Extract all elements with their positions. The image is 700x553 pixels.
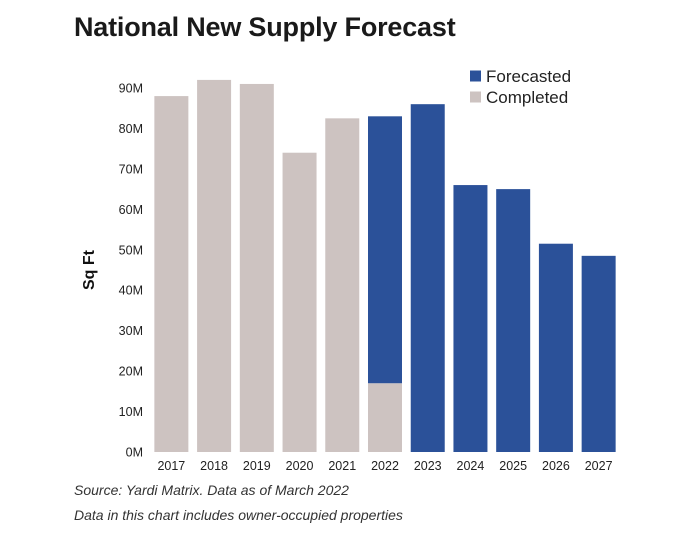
x-tick-label: 2020 <box>286 459 314 473</box>
data-note: Data in this chart includes owner-occupi… <box>74 507 403 523</box>
legend-swatch-completed <box>470 91 481 103</box>
y-tick-label: 60M <box>119 203 143 217</box>
y-tick-label: 50M <box>119 243 143 257</box>
x-tick-label: 2023 <box>414 459 442 473</box>
bar-forecasted-2026 <box>538 243 573 452</box>
x-tick-label: 2024 <box>457 459 485 473</box>
bar-completed-2021 <box>325 118 360 452</box>
bar-completed-2020 <box>282 152 317 452</box>
y-tick-label: 10M <box>119 405 143 419</box>
y-tick-label: 0M <box>126 446 143 460</box>
y-tick-label: 70M <box>119 162 143 176</box>
y-axis-title: Sq Ft <box>81 249 98 290</box>
bar-completed-2022 <box>368 383 402 452</box>
y-tick-label: 30M <box>119 324 143 338</box>
bar-completed-2018 <box>197 79 232 452</box>
x-tick-label: 2025 <box>499 459 527 473</box>
bar-forecasted-2025 <box>496 189 531 453</box>
bar-forecasted-2024 <box>453 185 488 452</box>
y-tick-label: 80M <box>119 122 143 136</box>
y-tick-label: 40M <box>119 284 143 298</box>
x-tick-label: 2026 <box>542 459 570 473</box>
y-tick-label: 90M <box>119 82 143 96</box>
bar-completed-2019 <box>239 83 274 453</box>
legend-label-forecasted: Forecasted <box>486 67 571 86</box>
bar-forecasted-2022 <box>368 116 402 384</box>
x-tick-label: 2019 <box>243 459 271 473</box>
x-tick-label: 2021 <box>328 459 356 473</box>
legend-label-completed: Completed <box>486 88 568 107</box>
x-tick-label: 2027 <box>585 459 613 473</box>
legend-swatch-forecasted <box>470 70 481 82</box>
x-tick-label: 2018 <box>200 459 228 473</box>
bar-completed-2017 <box>154 96 189 452</box>
source-note: Source: Yardi Matrix. Data as of March 2… <box>74 482 349 498</box>
x-tick-label: 2017 <box>157 459 185 473</box>
bar-forecasted-2023 <box>410 104 445 453</box>
y-tick-label: 20M <box>119 365 143 379</box>
chart-title: National New Supply Forecast <box>74 12 456 42</box>
bar-forecasted-2027 <box>581 255 616 452</box>
x-tick-label: 2022 <box>371 459 399 473</box>
